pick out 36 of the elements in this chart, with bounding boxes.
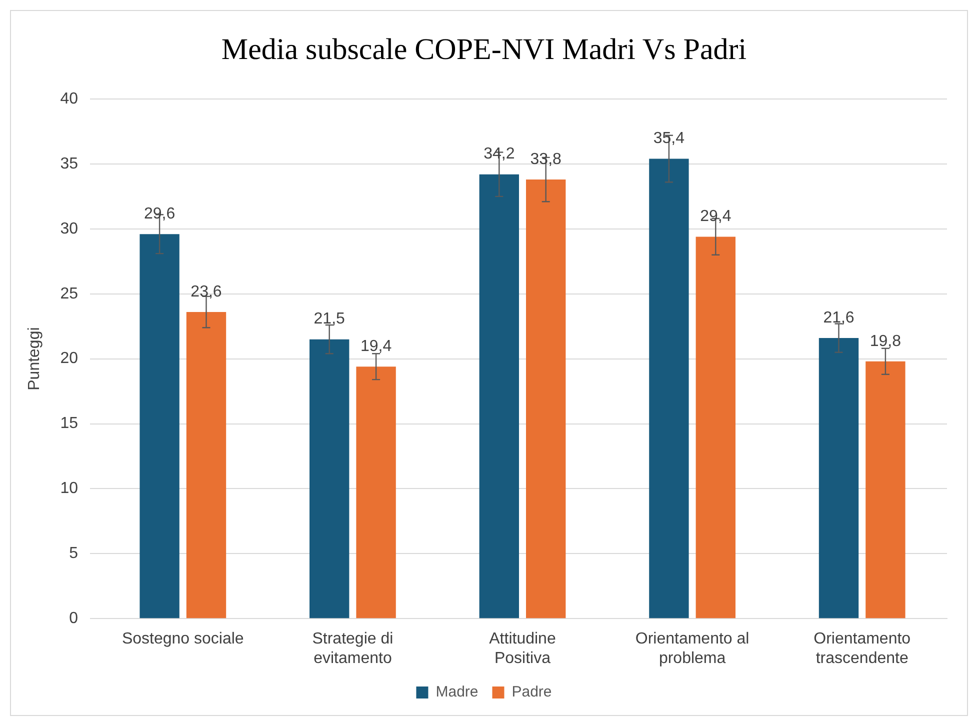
bar [649, 158, 689, 618]
data-label: 21,5 [314, 310, 346, 328]
legend-label: Madre [436, 684, 478, 701]
bar [140, 234, 180, 618]
data-label: 23,6 [190, 283, 222, 300]
y-tick-label: 30 [60, 220, 78, 238]
x-tick-label: Sostegno sociale [122, 630, 244, 648]
bar [186, 312, 226, 618]
data-label: 19,8 [870, 332, 902, 350]
x-tick-label: Orientamento al problema [635, 630, 750, 667]
y-tick-label: 40 [60, 90, 78, 108]
y-tick-label: 20 [60, 350, 78, 368]
y-tick-label: 10 [60, 480, 78, 498]
y-tick-label: 15 [60, 415, 78, 432]
data-label: 29,4 [700, 208, 732, 226]
data-label: 21,6 [823, 309, 854, 326]
data-label: 19,4 [360, 338, 392, 355]
bar [526, 180, 566, 618]
data-label: 33,8 [530, 150, 562, 168]
bar [479, 174, 519, 618]
bar [310, 339, 350, 618]
legend-label: Padre [512, 684, 552, 701]
chart-title: Media subscale COPE-NVI Madri Vs Padri [221, 32, 747, 66]
x-tick-label: Strategie di evitamento [312, 630, 394, 667]
data-label: 29,6 [144, 206, 176, 222]
y-tick-label: 35 [60, 155, 78, 172]
bar [866, 361, 906, 618]
bar [356, 366, 396, 618]
y-tick-label: 5 [69, 545, 78, 562]
bar [818, 338, 859, 618]
y-axis-title: Punteggi [26, 327, 44, 390]
y-tick-label: 0 [69, 610, 78, 628]
x-tick-label: Orientamento trascendente [814, 630, 911, 667]
x-tick-label: Attitudine Positiva [489, 630, 556, 667]
y-tick-label: 25 [60, 285, 78, 302]
bar [696, 236, 736, 618]
